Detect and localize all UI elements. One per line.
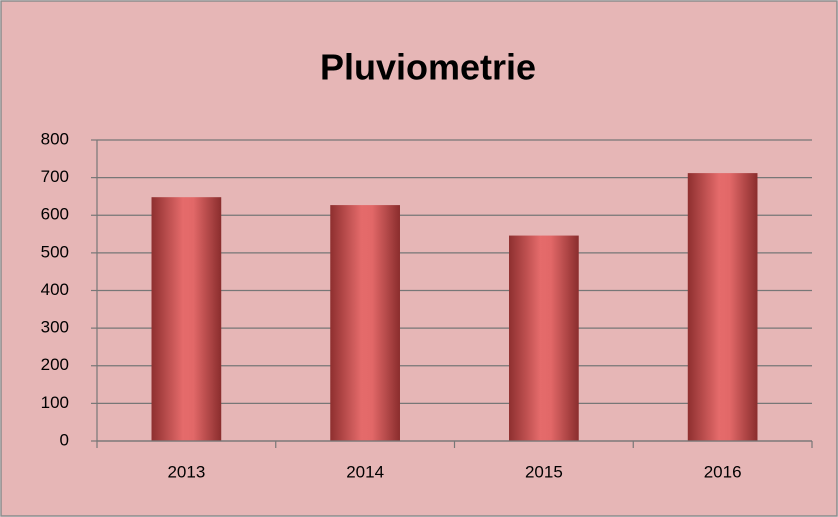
bar xyxy=(151,197,222,441)
chart-title: Pluviometrie xyxy=(320,47,536,88)
x-tick-label: 2014 xyxy=(346,462,384,481)
y-tick-label: 600 xyxy=(41,205,69,224)
x-tick-label: 2013 xyxy=(167,462,205,481)
y-tick-label: 200 xyxy=(41,355,69,374)
x-tick-label: 2015 xyxy=(525,462,563,481)
y-tick-label: 800 xyxy=(41,129,69,148)
bar xyxy=(509,235,579,441)
y-tick-label: 100 xyxy=(41,393,69,412)
y-tick-label: 0 xyxy=(60,430,69,449)
bar xyxy=(330,205,400,441)
y-tick-label: 400 xyxy=(41,280,69,299)
y-tick-label: 300 xyxy=(41,318,69,337)
y-tick-label: 500 xyxy=(41,242,69,261)
y-tick-label: 700 xyxy=(41,167,69,186)
x-tick-label: 2016 xyxy=(704,462,742,481)
bar xyxy=(687,173,758,442)
